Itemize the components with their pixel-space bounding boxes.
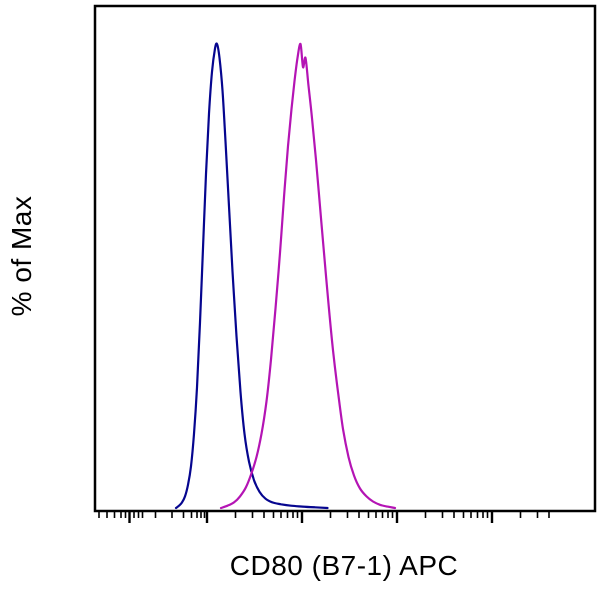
y-axis-label: % of Max — [6, 195, 37, 317]
curve-blue-histogram — [174, 42, 329, 510]
plot-border — [93, 4, 597, 513]
x-axis-label: CD80 (B7-1) APC — [229, 550, 459, 581]
curve-magenta-histogram — [219, 42, 397, 510]
